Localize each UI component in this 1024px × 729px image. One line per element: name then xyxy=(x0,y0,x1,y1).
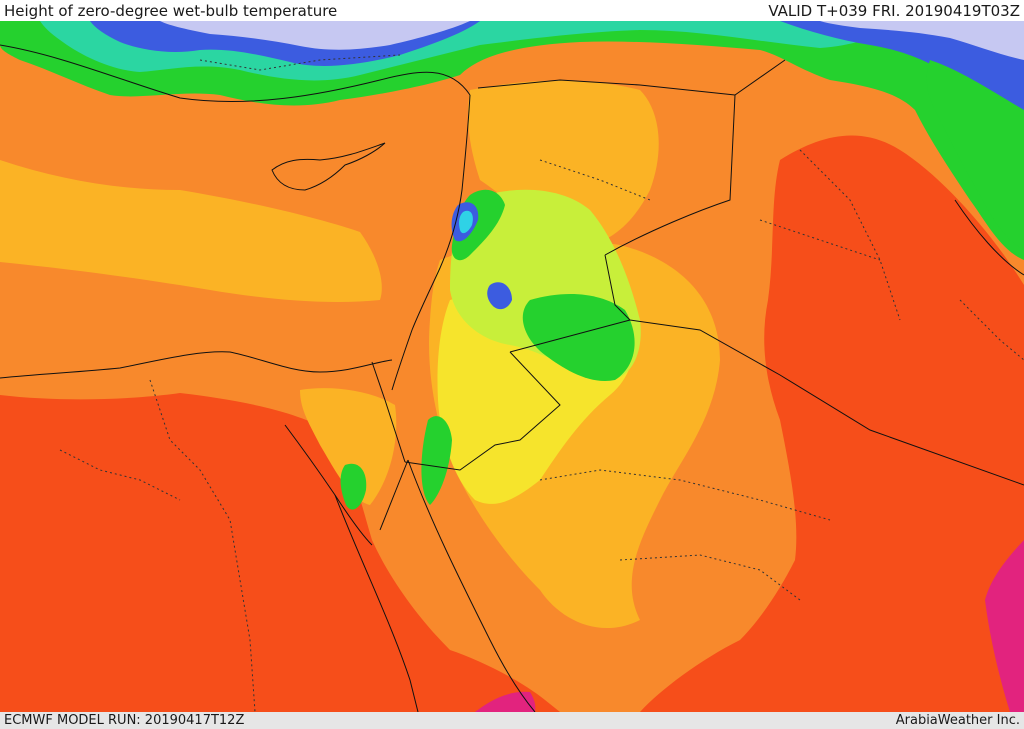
turkey-coastline xyxy=(0,44,471,102)
political-borders xyxy=(371,59,1024,486)
header-bar xyxy=(0,0,1024,21)
map-title: Height of zero-degree wet-bulb temperatu… xyxy=(4,2,338,20)
field-amber-sinai xyxy=(300,388,397,505)
admin-syria-1 xyxy=(539,159,651,201)
jordan-iraq-border xyxy=(604,254,1024,486)
admin-iran-1 xyxy=(959,299,1024,361)
admin-saudi-1 xyxy=(539,469,831,521)
admin-turkey-1 xyxy=(199,54,401,71)
field-deep-red-arabia xyxy=(640,135,1024,712)
gulf-of-suez xyxy=(284,424,373,546)
admin-iraq-2 xyxy=(759,219,881,261)
field-amber-sea xyxy=(0,160,382,302)
field-green-north xyxy=(0,21,1024,260)
field-lavender-north-east xyxy=(820,21,1024,60)
field-cyan-lebanon xyxy=(459,210,473,234)
model-run: ECMWF MODEL RUN: 20190417T12Z xyxy=(4,713,245,728)
admin-egypt-1 xyxy=(149,379,256,712)
footer-bar xyxy=(0,712,1024,729)
field-green-zagros xyxy=(926,60,1024,250)
persian-gulf-coast xyxy=(954,199,1024,276)
egypt-israel-border xyxy=(371,361,406,463)
turkey-syria-border xyxy=(477,79,736,96)
red-sea-east xyxy=(407,459,536,712)
egypt-coastline xyxy=(0,351,393,379)
jordan-saudi-border xyxy=(404,319,631,471)
red-sea-west xyxy=(334,494,419,712)
cyprus-outline xyxy=(271,142,386,191)
admin-boundaries xyxy=(59,54,1024,712)
coastlines xyxy=(0,44,1024,712)
field-deep-red-south xyxy=(0,393,560,712)
credit-text: ArabiaWeather Inc. xyxy=(895,713,1020,728)
gulf-of-aqaba xyxy=(379,459,409,531)
field-blue-north-east xyxy=(780,21,1024,130)
field-magenta-east xyxy=(985,540,1024,712)
levant-coastline xyxy=(391,94,471,391)
field-magenta-south xyxy=(475,691,536,712)
field-lavender-north xyxy=(160,21,470,50)
field-green-negev xyxy=(421,416,452,505)
field-blue-golan xyxy=(487,282,512,310)
syria-iraq-border xyxy=(604,59,786,256)
field-green-sinai xyxy=(340,463,367,510)
valid-time: VALID T+039 FRI. 20190419T03Z xyxy=(768,2,1020,20)
admin-egypt-2 xyxy=(59,449,181,501)
field-green-jordan xyxy=(522,294,635,381)
wet-bulb-zero-height-map xyxy=(0,21,1024,712)
admin-iraq-1 xyxy=(799,149,901,321)
admin-saudi-2 xyxy=(619,554,801,601)
